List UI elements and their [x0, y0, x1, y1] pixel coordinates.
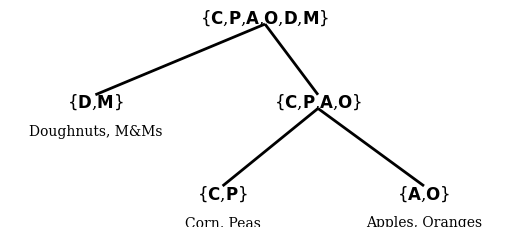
Text: Doughnuts, M&Ms: Doughnuts, M&Ms	[29, 125, 162, 139]
Text: Apples, Oranges: Apples, Oranges	[366, 215, 482, 227]
Text: $\{$$\mathbf{A}$,$\mathbf{O}$$\}$: $\{$$\mathbf{A}$,$\mathbf{O}$$\}$	[398, 183, 450, 203]
Text: $\{$$\mathbf{C}$,$\mathbf{P}$,$\mathbf{A}$,$\mathbf{O}$$\}$: $\{$$\mathbf{C}$,$\mathbf{P}$,$\mathbf{A…	[274, 92, 362, 112]
Text: $\{$$\mathbf{D}$,$\mathbf{M}$$\}$: $\{$$\mathbf{D}$,$\mathbf{M}$$\}$	[67, 92, 123, 112]
Text: $\{$$\mathbf{C}$,$\mathbf{P}$$\}$: $\{$$\mathbf{C}$,$\mathbf{P}$$\}$	[197, 183, 248, 203]
Text: $\{$$\mathbf{C}$,$\mathbf{P}$,$\mathbf{A}$,$\mathbf{O}$,$\mathbf{D}$,$\mathbf{M}: $\{$$\mathbf{C}$,$\mathbf{P}$,$\mathbf{A…	[200, 8, 330, 28]
Text: Corn, Peas: Corn, Peas	[184, 215, 261, 227]
